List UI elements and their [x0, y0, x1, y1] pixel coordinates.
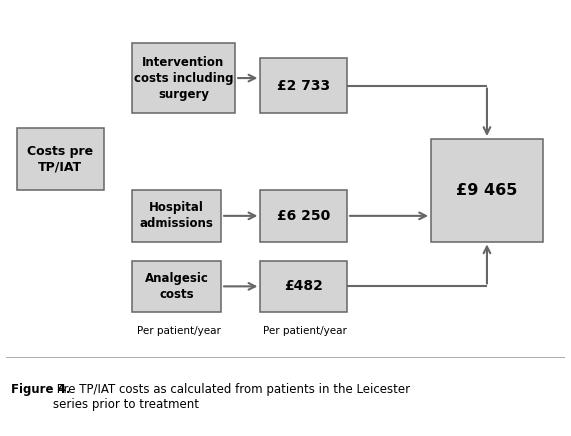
Text: £2 733: £2 733 [277, 78, 330, 92]
Text: £482: £482 [284, 279, 323, 293]
Text: Costs pre
TP/IAT: Costs pre TP/IAT [27, 145, 93, 174]
Text: Analgesic
costs: Analgesic costs [144, 272, 208, 301]
Text: Intervention
costs including
surgery: Intervention costs including surgery [134, 55, 233, 101]
FancyBboxPatch shape [431, 139, 543, 242]
Text: Figure 4.: Figure 4. [11, 382, 71, 395]
Text: Hospital
admissions: Hospital admissions [139, 201, 214, 230]
Text: Per patient/year: Per patient/year [263, 326, 347, 336]
FancyBboxPatch shape [131, 190, 221, 242]
FancyBboxPatch shape [260, 261, 347, 312]
FancyBboxPatch shape [131, 43, 235, 113]
FancyBboxPatch shape [260, 190, 347, 242]
FancyBboxPatch shape [17, 128, 103, 190]
Text: Per patient/year: Per patient/year [137, 326, 221, 336]
FancyBboxPatch shape [131, 261, 221, 312]
Text: Pre TP/IAT costs as calculated from patients in the Leicester
series prior to tr: Pre TP/IAT costs as calculated from pati… [53, 382, 411, 411]
Text: £6 250: £6 250 [277, 209, 330, 223]
FancyBboxPatch shape [260, 58, 347, 113]
Text: £9 465: £9 465 [456, 183, 518, 198]
